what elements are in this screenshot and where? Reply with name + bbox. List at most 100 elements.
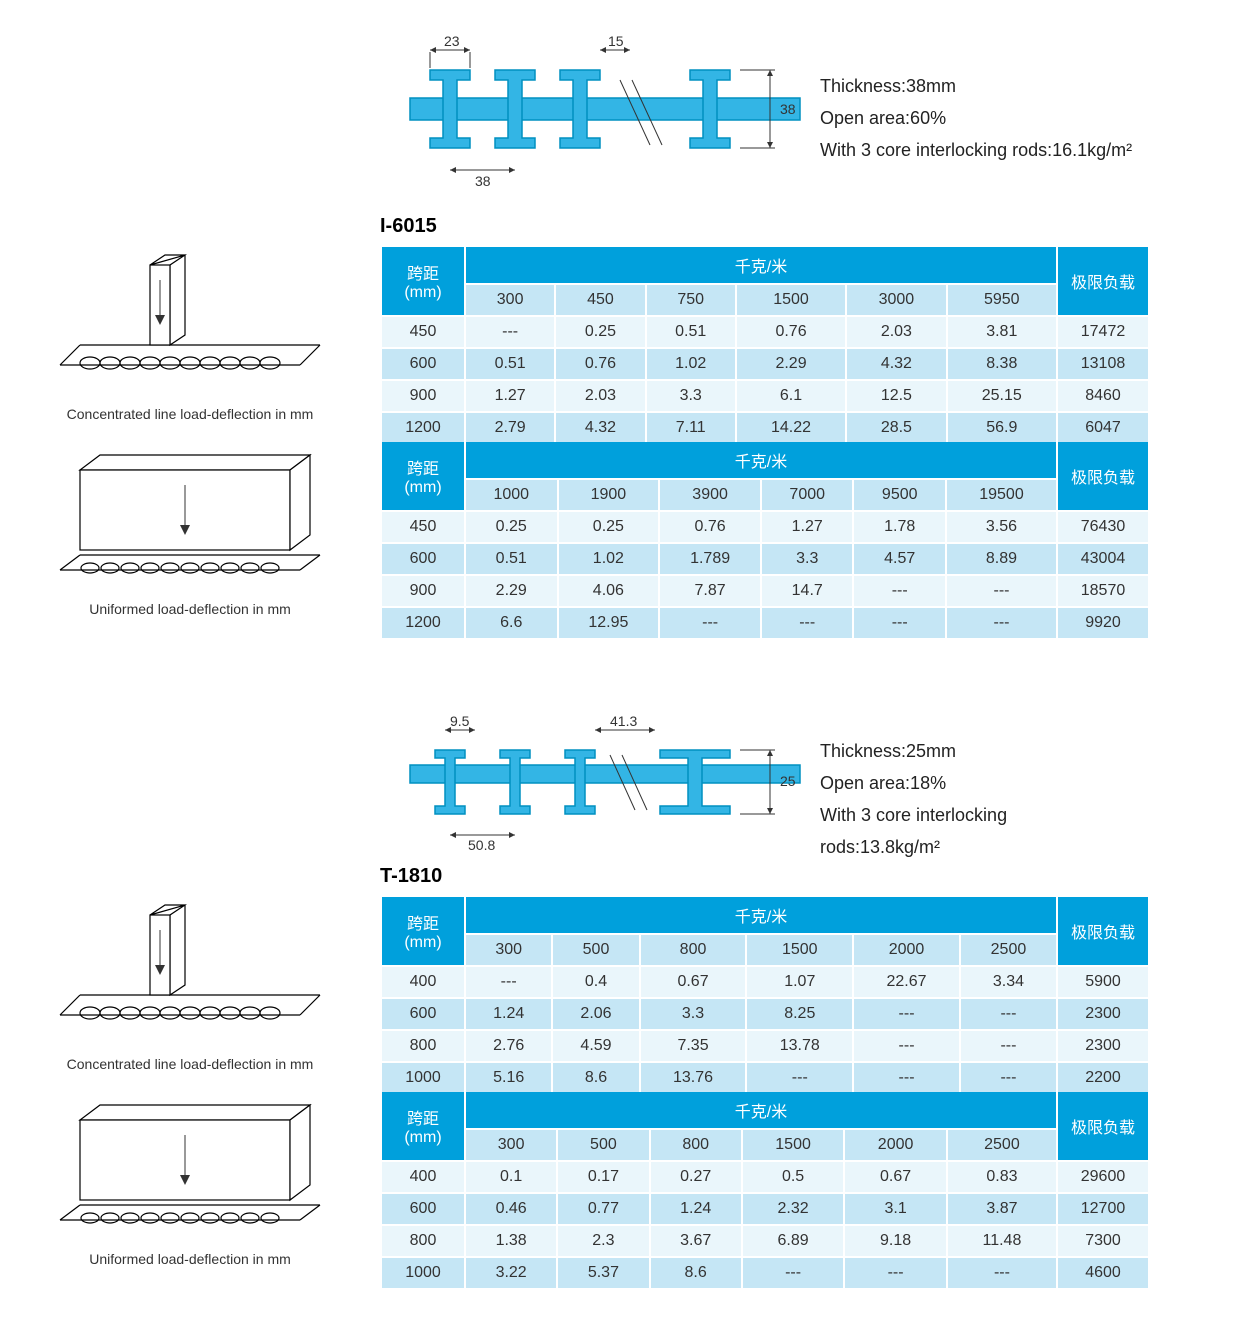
deflection-value: 1.02 — [647, 349, 735, 379]
deflection-value: 1.07 — [747, 967, 852, 997]
deflection-value: 0.51 — [647, 317, 735, 347]
limit-header: 极限负载 — [1058, 1092, 1148, 1160]
limit-value: 2300 — [1058, 999, 1148, 1029]
deflection-value: 5.16 — [466, 1063, 551, 1093]
limit-header: 极限负载 — [1058, 897, 1148, 965]
deflection-value: 28.5 — [847, 413, 945, 443]
dim-top-width: 9.5 — [450, 713, 470, 729]
dim-overall-height: 25 — [780, 773, 796, 789]
span-value: 400 — [382, 1162, 464, 1192]
deflection-value: 1.27 — [466, 381, 554, 411]
col-header: 750 — [647, 285, 735, 315]
col-header: 3000 — [847, 285, 945, 315]
load-unit-header: 千克/米 — [466, 1092, 1056, 1128]
deflection-value: 0.51 — [466, 349, 554, 379]
deflection-value: 5.37 — [558, 1258, 648, 1288]
span-header: 跨距(mm) — [382, 1092, 464, 1160]
deflection-value: 0.76 — [660, 512, 760, 542]
limit-value: 2300 — [1058, 1031, 1148, 1061]
cross-section-diagram: 23 15 38 38 — [400, 20, 810, 215]
col-header: 300 — [466, 285, 554, 315]
col-header: 2500 — [961, 935, 1056, 965]
col-header: 2500 — [948, 1130, 1056, 1160]
col-header: 800 — [641, 935, 746, 965]
limit-value: 9920 — [1058, 608, 1148, 638]
deflection-value: --- — [743, 1258, 844, 1288]
deflection-value: 7.11 — [647, 413, 735, 443]
product-label: I-6015 — [380, 215, 437, 238]
deflection-value: 4.32 — [556, 413, 644, 443]
span-value: 600 — [382, 1194, 464, 1224]
deflection-value: 4.32 — [847, 349, 945, 379]
deflection-value: 0.51 — [466, 544, 557, 574]
limit-value: 13108 — [1058, 349, 1148, 379]
deflection-value: 3.67 — [651, 1226, 741, 1256]
limit-value: 7300 — [1058, 1226, 1148, 1256]
uniform-load-illustration: Uniformed load-deflection in mm — [30, 1090, 350, 1267]
col-header: 5950 — [948, 285, 1056, 315]
load-unit-header: 千克/米 — [466, 442, 1056, 478]
deflection-value: --- — [845, 1258, 946, 1288]
deflection-value: --- — [854, 1031, 959, 1061]
spec-text: Thickness:25mm Open area:18% With 3 core… — [820, 735, 1007, 863]
deflection-value: 1.24 — [466, 999, 551, 1029]
concentrated-caption: Concentrated line load-deflection in mm — [30, 406, 350, 422]
span-value: 600 — [382, 544, 464, 574]
limit-value: 2200 — [1058, 1063, 1148, 1093]
concentrated-load-illustration: Concentrated line load-deflection in mm — [30, 895, 350, 1072]
spec-thickness: Thickness:25mm — [820, 735, 1007, 767]
deflection-value: 25.15 — [948, 381, 1056, 411]
deflection-value: 3.1 — [845, 1194, 946, 1224]
col-header: 3900 — [660, 480, 760, 510]
deflection-value: 0.77 — [558, 1194, 648, 1224]
deflection-value: --- — [747, 1063, 852, 1093]
deflection-value: 13.76 — [641, 1063, 746, 1093]
spec-open-area: Open area:18% — [820, 767, 1007, 799]
span-value: 400 — [382, 967, 464, 997]
deflection-value: 0.27 — [651, 1162, 741, 1192]
deflection-value: 7.87 — [660, 576, 760, 606]
span-value: 1000 — [382, 1063, 464, 1093]
limit-header: 极限负载 — [1058, 247, 1148, 315]
load-unit-header: 千克/米 — [466, 897, 1056, 933]
deflection-value: 6.1 — [737, 381, 845, 411]
limit-value: 5900 — [1058, 967, 1148, 997]
deflection-value: 4.57 — [854, 544, 945, 574]
cross-section-diagram: 9.5 41.3 50.8 25 — [400, 700, 810, 875]
deflection-value: 3.3 — [647, 381, 735, 411]
span-value: 450 — [382, 512, 464, 542]
deflection-value: 2.03 — [847, 317, 945, 347]
span-value: 1200 — [382, 608, 464, 638]
col-header: 7000 — [762, 480, 853, 510]
uniform-load-illustration: Uniformed load-deflection in mm — [30, 440, 350, 617]
deflection-value: 1.02 — [559, 544, 659, 574]
uniform-caption: Uniformed load-deflection in mm — [30, 1251, 350, 1267]
load-table-uniform: 跨距(mm)千克/米极限负载3005008001500200025004000.… — [380, 1090, 1150, 1290]
deflection-value: --- — [762, 608, 853, 638]
deflection-value: --- — [466, 967, 551, 997]
deflection-value: 6.6 — [466, 608, 557, 638]
col-header: 450 — [556, 285, 644, 315]
concentrated-caption: Concentrated line load-deflection in mm — [30, 1056, 350, 1072]
col-header: 300 — [466, 1130, 556, 1160]
limit-value: 43004 — [1058, 544, 1148, 574]
deflection-value: 22.67 — [854, 967, 959, 997]
dim-secondary-width: 15 — [608, 33, 624, 49]
col-header: 9500 — [854, 480, 945, 510]
deflection-value: --- — [854, 576, 945, 606]
deflection-value: --- — [961, 999, 1056, 1029]
load-table-concentrated: 跨距(mm)千克/米极限负载300500800150020002500400--… — [380, 895, 1150, 1095]
deflection-value: 0.1 — [466, 1162, 556, 1192]
spec-weight: With 3 core interlocking rods:16.1kg/m² — [820, 134, 1132, 166]
col-header: 800 — [651, 1130, 741, 1160]
deflection-value: 8.6 — [651, 1258, 741, 1288]
span-header: 跨距(mm) — [382, 897, 464, 965]
limit-value: 29600 — [1058, 1162, 1148, 1192]
deflection-value: 0.67 — [641, 967, 746, 997]
deflection-value: 1.27 — [762, 512, 853, 542]
deflection-value: --- — [854, 608, 945, 638]
deflection-value: --- — [947, 576, 1056, 606]
deflection-value: --- — [961, 1063, 1056, 1093]
span-value: 600 — [382, 349, 464, 379]
product-label: T-1810 — [380, 865, 442, 888]
